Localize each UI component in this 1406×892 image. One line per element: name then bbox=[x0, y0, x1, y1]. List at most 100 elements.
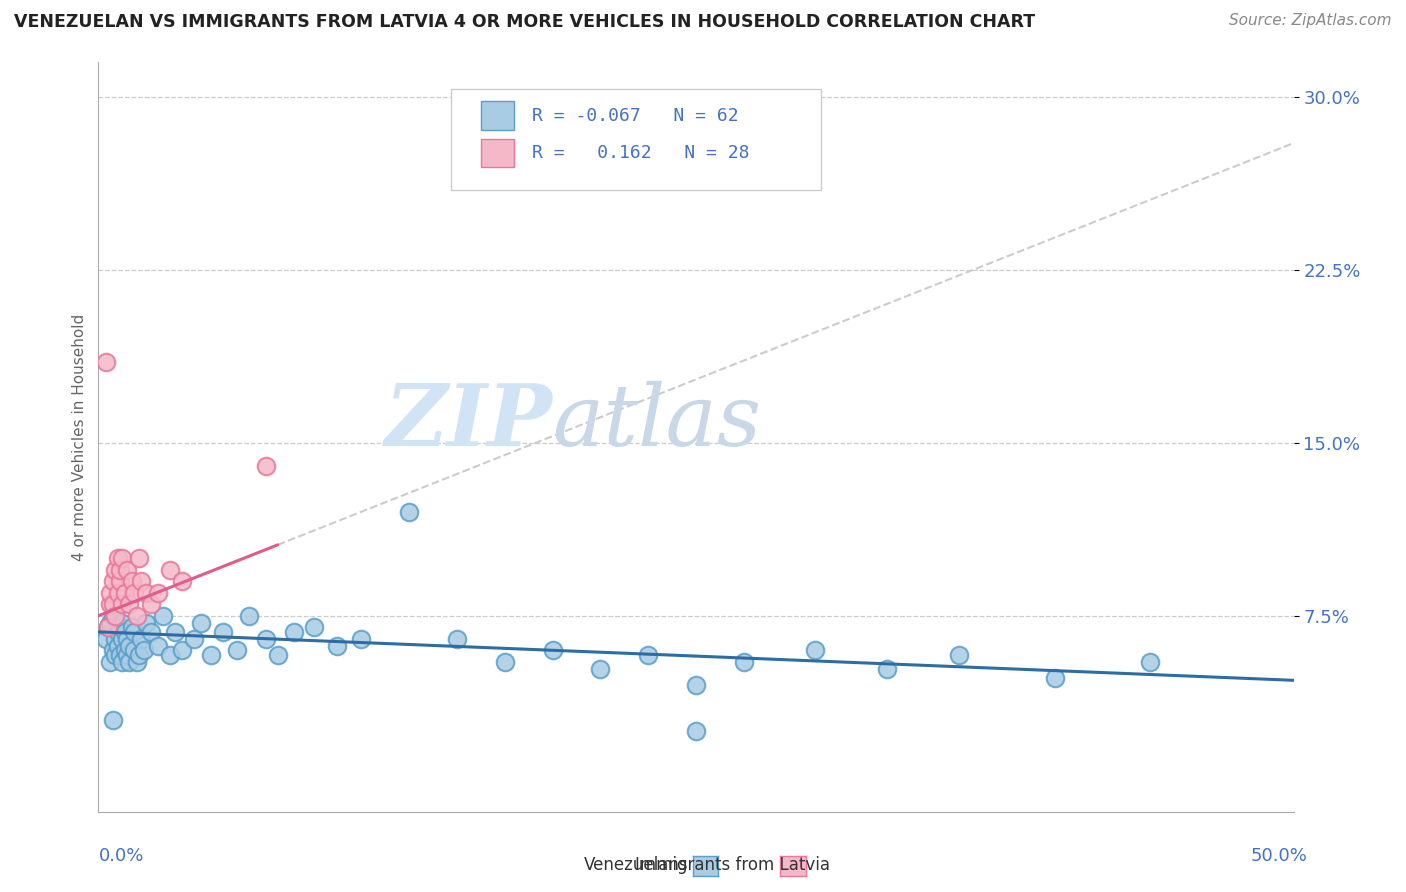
Point bbox=[111, 597, 134, 611]
Point bbox=[104, 608, 127, 623]
Point bbox=[108, 620, 131, 634]
Text: R = -0.067   N = 62: R = -0.067 N = 62 bbox=[533, 107, 740, 125]
Point bbox=[111, 632, 134, 646]
Point bbox=[685, 724, 707, 739]
Point bbox=[139, 597, 162, 611]
Point bbox=[124, 624, 146, 639]
FancyBboxPatch shape bbox=[481, 102, 515, 130]
Point bbox=[121, 620, 143, 634]
Point bbox=[115, 563, 138, 577]
Point bbox=[125, 655, 148, 669]
Point bbox=[114, 624, 136, 639]
Point bbox=[107, 639, 129, 653]
Point bbox=[101, 574, 124, 589]
Point bbox=[118, 639, 141, 653]
Point bbox=[115, 648, 138, 662]
Point bbox=[108, 648, 131, 662]
Text: R =   0.162   N = 28: R = 0.162 N = 28 bbox=[533, 145, 749, 162]
Point bbox=[254, 458, 277, 473]
Point bbox=[183, 632, 205, 646]
Point bbox=[159, 648, 181, 662]
Point bbox=[267, 648, 290, 662]
Point bbox=[101, 608, 124, 623]
Point bbox=[494, 655, 516, 669]
Point bbox=[159, 563, 181, 577]
Point bbox=[108, 563, 131, 577]
Text: Immigrants from Latvia: Immigrants from Latvia bbox=[634, 856, 830, 874]
Point bbox=[446, 632, 468, 646]
Point bbox=[111, 655, 134, 669]
Point bbox=[948, 648, 970, 662]
Point bbox=[94, 632, 117, 646]
Point bbox=[589, 662, 612, 676]
Point bbox=[135, 585, 157, 599]
Point bbox=[226, 643, 249, 657]
Point bbox=[94, 355, 117, 369]
Point bbox=[124, 585, 146, 599]
Point bbox=[326, 639, 349, 653]
Point bbox=[98, 655, 122, 669]
Point bbox=[1043, 671, 1066, 685]
Point bbox=[128, 648, 150, 662]
Point bbox=[211, 624, 233, 639]
Point bbox=[121, 574, 143, 589]
Text: VENEZUELAN VS IMMIGRANTS FROM LATVIA 4 OR MORE VEHICLES IN HOUSEHOLD CORRELATION: VENEZUELAN VS IMMIGRANTS FROM LATVIA 4 O… bbox=[14, 13, 1035, 31]
Point bbox=[104, 563, 127, 577]
Point bbox=[98, 615, 122, 630]
Point bbox=[104, 648, 127, 662]
Point bbox=[398, 505, 420, 519]
Point bbox=[350, 632, 373, 646]
Point bbox=[172, 643, 194, 657]
Point bbox=[101, 597, 124, 611]
Text: 50.0%: 50.0% bbox=[1251, 847, 1308, 865]
Point bbox=[98, 597, 122, 611]
Point bbox=[190, 615, 212, 630]
Point bbox=[131, 574, 153, 589]
FancyBboxPatch shape bbox=[451, 88, 821, 190]
Point bbox=[107, 585, 129, 599]
Point bbox=[132, 643, 155, 657]
Point bbox=[876, 662, 898, 676]
Point bbox=[131, 632, 153, 646]
Point bbox=[108, 574, 131, 589]
Point bbox=[152, 608, 174, 623]
Point bbox=[128, 551, 150, 566]
Y-axis label: 4 or more Vehicles in Household: 4 or more Vehicles in Household bbox=[72, 313, 87, 561]
Point bbox=[101, 713, 124, 727]
Point bbox=[541, 643, 564, 657]
Point bbox=[124, 643, 146, 657]
Point bbox=[238, 608, 260, 623]
Point bbox=[107, 624, 129, 639]
Point bbox=[111, 551, 134, 566]
Text: Venezuelans: Venezuelans bbox=[585, 856, 689, 874]
Point bbox=[104, 632, 127, 646]
Point bbox=[118, 597, 141, 611]
Point bbox=[200, 648, 222, 662]
Point bbox=[637, 648, 659, 662]
Point bbox=[163, 624, 186, 639]
Text: atlas: atlas bbox=[553, 381, 762, 464]
Point bbox=[114, 643, 136, 657]
Point bbox=[1139, 655, 1161, 669]
Point bbox=[115, 632, 138, 646]
Point bbox=[97, 620, 120, 634]
Text: 0.0%: 0.0% bbox=[98, 847, 143, 865]
Point bbox=[148, 585, 170, 599]
Point bbox=[118, 655, 141, 669]
Point bbox=[302, 620, 325, 634]
Text: ZIP: ZIP bbox=[385, 380, 553, 464]
Point bbox=[125, 608, 148, 623]
Point bbox=[254, 632, 277, 646]
Point bbox=[97, 620, 120, 634]
Point bbox=[283, 624, 305, 639]
Point bbox=[172, 574, 194, 589]
Point bbox=[685, 678, 707, 692]
Point bbox=[111, 615, 134, 630]
Point bbox=[107, 551, 129, 566]
Point bbox=[98, 585, 122, 599]
Text: Source: ZipAtlas.com: Source: ZipAtlas.com bbox=[1229, 13, 1392, 29]
Point bbox=[804, 643, 827, 657]
Point bbox=[101, 643, 124, 657]
FancyBboxPatch shape bbox=[481, 139, 515, 168]
Point bbox=[135, 615, 157, 630]
